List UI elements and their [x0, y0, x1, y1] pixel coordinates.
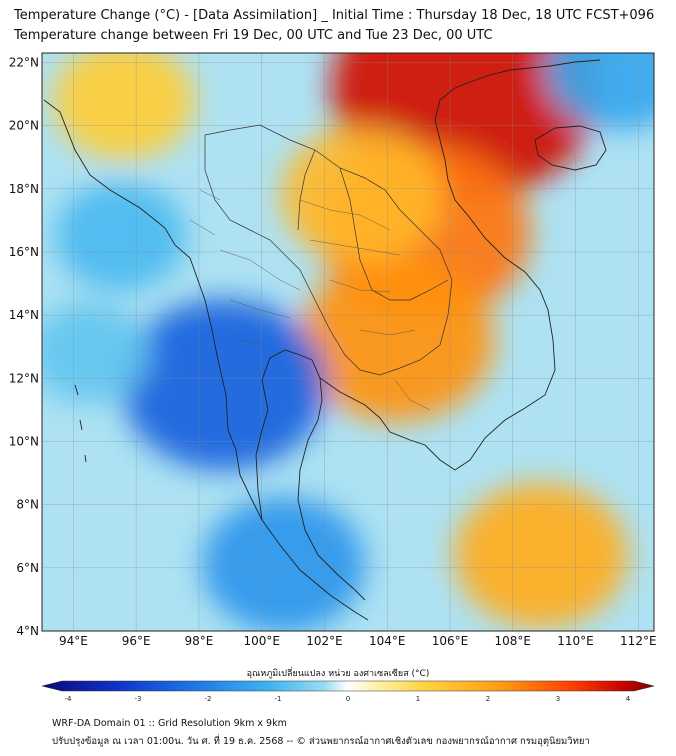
- lat-tick-label: 8°N: [16, 498, 39, 512]
- province-borders: [189, 189, 431, 411]
- anomaly-8: [42, 302, 150, 404]
- lon-tick-label: 104°E: [369, 634, 406, 648]
- anomaly-4: [454, 482, 628, 628]
- colorbar-title: อุณหภูมิเปลี่ยนแปลง หน่วย องศาเซลเซียส (…: [246, 669, 430, 679]
- hainan-island: [534, 125, 607, 171]
- lat-tick-label: 6°N: [16, 561, 39, 575]
- indochina-coast: [319, 59, 601, 471]
- anomaly-9: [545, 53, 654, 131]
- lon-tick-label: 100°E: [243, 634, 280, 648]
- temperature-field: [42, 53, 654, 631]
- footer-model-info: WRF-DA Domain 01 :: Grid Resolution 9km …: [52, 718, 287, 729]
- colorbar-tick-label: 4: [626, 695, 631, 703]
- lat-tick-label: 22°N: [9, 55, 39, 69]
- anomaly-3: [280, 127, 444, 264]
- lat-tick-label: 4°N: [16, 624, 39, 638]
- lat-tick-label: 18°N: [9, 182, 39, 196]
- colorbar-tick-label: 3: [556, 695, 560, 703]
- colorbar-tick-label: 1: [416, 695, 420, 703]
- colorbar: -4 -3 -2 -1 0 1 2 3 4: [41, 680, 655, 703]
- footer-credits: ปรับปรุงข้อมูล ณ เวลา 01:00น. วัน ศ. ที่…: [52, 736, 590, 747]
- lon-tick-label: 112°E: [620, 634, 657, 648]
- anomaly-10: [54, 181, 187, 291]
- chart-title: Temperature Change (°C) - [Data Assimila…: [14, 8, 655, 23]
- anomaly-2: [299, 259, 495, 422]
- colorbar-tick-label: -1: [275, 695, 282, 703]
- colorbar-tick-label: -2: [205, 695, 212, 703]
- andaman-islands: [74, 384, 87, 463]
- anomaly-5: [52, 53, 195, 160]
- country-borders: [204, 124, 453, 376]
- colorbar-tick-label: 2: [486, 695, 490, 703]
- lon-tick-label: 98°E: [184, 634, 213, 648]
- lon-tick-label: 110°E: [557, 634, 594, 648]
- lon-tick-label: 106°E: [432, 634, 469, 648]
- coastlines: [43, 59, 607, 621]
- lat-tick-label: 20°N: [9, 119, 39, 133]
- colorbar-tick-label: 0: [346, 695, 350, 703]
- myanmar-coast: [43, 99, 263, 521]
- anomaly-7: [202, 496, 366, 631]
- lon-tick-label: 102°E: [306, 634, 343, 648]
- lon-tick-label: 108°E: [495, 634, 532, 648]
- chart-subtitle: Temperature change between Fri 19 Dec, 0…: [14, 28, 493, 43]
- lat-tick-label: 16°N: [9, 245, 39, 259]
- lat-tick-label: 10°N: [9, 434, 39, 448]
- lon-tick-label: 94°E: [59, 634, 88, 648]
- lat-tick-label: 14°N: [9, 308, 39, 322]
- colorbar-tick-label: -4: [65, 695, 73, 703]
- lon-tick-label: 96°E: [122, 634, 151, 648]
- colorbar-tick-label: -3: [135, 695, 142, 703]
- map-frame: [41, 52, 655, 632]
- lat-tick-label: 12°N: [9, 371, 39, 385]
